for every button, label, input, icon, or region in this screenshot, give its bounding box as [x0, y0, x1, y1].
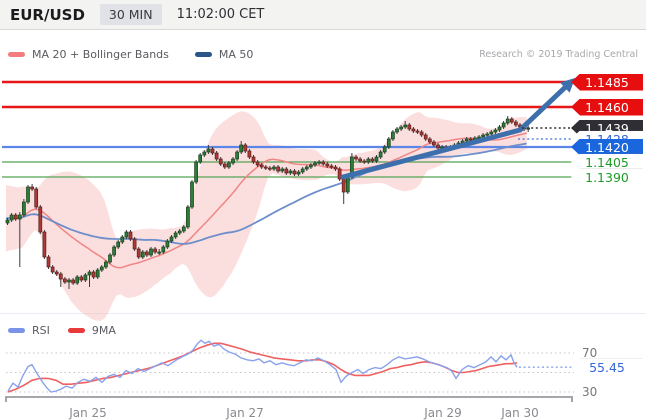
rsi-pane [6, 339, 576, 393]
legend-label: RSI [32, 323, 50, 337]
ma50-swatch-icon [194, 51, 212, 57]
rsi-swatch-icon [8, 327, 25, 333]
timeframe-badge[interactable]: 30 MIN [99, 4, 162, 25]
price-tag-resistance: 1.1460 [571, 98, 643, 116]
price-tag-support: 1.1390 [571, 168, 643, 186]
bollinger-swatch-icon [8, 51, 25, 57]
moving-average-lines [5, 132, 527, 269]
x-axis-date-label: Jan 30 [501, 406, 539, 420]
x-axis-date-label: Jan 25 [69, 406, 107, 420]
nine-ma-swatch-icon [67, 327, 85, 333]
x-axis [5, 396, 573, 402]
legend-label: MA 50 [218, 47, 254, 61]
research-copyright: Research © 2019 Trading Central [479, 48, 638, 60]
candles-layer [5, 116, 531, 289]
tag-leader-lines [518, 127, 576, 140]
main-chart-legend: MA 20 + Bollinger Bands MA 50 Research ©… [0, 44, 646, 64]
rsi-tick-70: 70 [582, 346, 598, 360]
rsi-tick-30: 30 [582, 385, 598, 399]
legend-label: 9MA [91, 323, 116, 337]
price-tag-resistance: 1.1485 [571, 73, 643, 91]
x-axis-date-label: Jan 29 [424, 406, 462, 420]
price-tag-pivot: 1.1420 [571, 138, 643, 156]
legend-item-bollinger: MA 20 + Bollinger Bands [8, 48, 169, 61]
legend-item-ma50: MA 50 [194, 47, 254, 61]
symbol-title: EUR/USD [10, 5, 85, 24]
legend-item-rsi: RSI [8, 324, 50, 337]
rsi-legend: RSI 9MA [0, 322, 646, 338]
chart-header: EUR/USD 30 MIN 11:02:00 CET [0, 0, 646, 30]
pane-divider [0, 313, 646, 314]
rsi-9ma-line [7, 342, 518, 393]
price-tag-support: 1.1405 [571, 153, 643, 171]
rsi-line [7, 339, 518, 393]
ma20-line [5, 132, 527, 269]
legend-label: MA 20 + Bollinger Bands [32, 47, 169, 61]
bullish-trend-arrow [340, 78, 575, 180]
rsi-current-value-tag: 55.45 [571, 358, 643, 376]
ma50-line [5, 142, 527, 245]
legend-item-9ma: 9MA [67, 323, 116, 337]
x-axis-date-label: Jan 27 [226, 406, 264, 420]
clock-time: 11:02:00 CET [176, 7, 265, 22]
